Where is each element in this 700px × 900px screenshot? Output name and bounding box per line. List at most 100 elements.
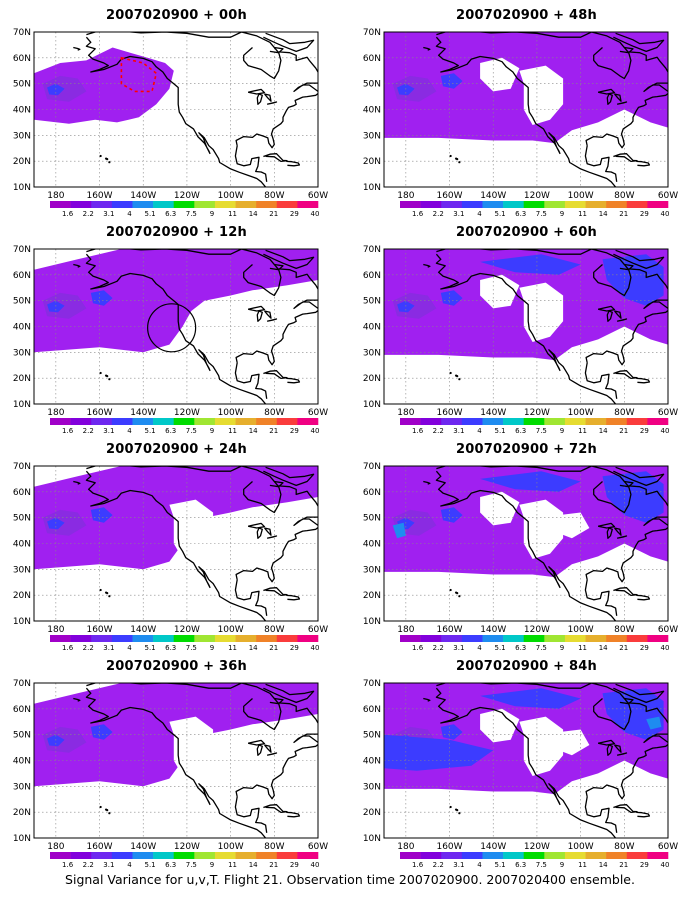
colorbar-label: 21 bbox=[619, 644, 628, 652]
colorbar-label: 4 bbox=[477, 644, 482, 652]
colorbar-label: 3.1 bbox=[103, 427, 114, 435]
colorbar-label: 29 bbox=[640, 644, 649, 652]
colorbar-swatch bbox=[420, 635, 442, 642]
colorbar-label: 3.1 bbox=[453, 210, 464, 218]
colorbar-label: 1.6 bbox=[62, 861, 74, 869]
colorbar-swatch bbox=[194, 852, 216, 859]
colorbar-swatch bbox=[400, 852, 421, 859]
coastlines bbox=[73, 683, 318, 838]
colorbar: 1.6 2.2 3.1 4 5.1 6.3 7.5 9 11 14 21 29 40 bbox=[50, 201, 319, 218]
colorbar-swatch bbox=[482, 852, 504, 859]
colorbar-swatch bbox=[626, 635, 648, 642]
map-panel: 70N 60N 50N 40N 30N 20N 10N 180 160W 140W 120W 100W… bbox=[13, 28, 328, 218]
lon-tick-label: 160W bbox=[436, 191, 462, 201]
lat-tick-label: 60N bbox=[363, 488, 381, 498]
clear-region bbox=[480, 491, 520, 526]
colorbar-label: 5.1 bbox=[495, 861, 506, 869]
clear-region bbox=[558, 729, 590, 756]
colorbar-swatch bbox=[132, 418, 154, 425]
clear-region bbox=[169, 499, 214, 559]
colorbar-swatch bbox=[544, 418, 566, 425]
island bbox=[449, 588, 452, 592]
colorbar-label: 2.2 bbox=[433, 644, 444, 652]
lon-tick-label: 140W bbox=[130, 842, 156, 852]
colorbar-label: 14 bbox=[599, 644, 608, 652]
variance-contour bbox=[440, 724, 463, 740]
colorbar-swatch bbox=[626, 201, 648, 208]
lat-tick-label: 50N bbox=[13, 731, 31, 741]
map-panel: 70N 60N 50N 40N 30N 20N 10N 180 160W 140W 120W 100W… bbox=[13, 245, 328, 435]
colorbar-label: 40 bbox=[311, 644, 320, 652]
lat-tick-label: 60N bbox=[363, 271, 381, 281]
colorbar-label: 1.6 bbox=[62, 210, 74, 218]
map-panel: 70N 60N 50N 40N 30N 20N 10N 180 160W 140W 120W 100W… bbox=[13, 462, 328, 652]
shaded-field bbox=[384, 466, 668, 621]
colorbar-label: 4 bbox=[127, 427, 132, 435]
coastlines bbox=[423, 683, 668, 838]
colorbar-swatch bbox=[173, 201, 195, 208]
colorbar-swatch bbox=[70, 418, 92, 425]
colorbar-swatch bbox=[297, 635, 319, 642]
variance-contour bbox=[90, 724, 113, 740]
colorbar-swatch bbox=[91, 635, 113, 642]
colorbar-label: 6.3 bbox=[515, 210, 526, 218]
lat-tick-label: 20N bbox=[13, 808, 31, 818]
lat-tick-label: 50N bbox=[13, 80, 31, 90]
island bbox=[106, 158, 109, 161]
variance-contour bbox=[90, 290, 113, 306]
lat-tick-label: 20N bbox=[13, 374, 31, 384]
variance-contour bbox=[392, 75, 437, 102]
lon-tick-label: 140W bbox=[130, 191, 156, 201]
variance-contour bbox=[42, 726, 87, 753]
variance-contour bbox=[90, 507, 113, 523]
lat-tick-label: 70N bbox=[363, 28, 381, 38]
colorbar-label: 21 bbox=[619, 861, 628, 869]
lat-tick-label: 20N bbox=[363, 157, 381, 167]
colorbar-swatch bbox=[564, 418, 586, 425]
map-frame bbox=[33, 465, 319, 622]
shaded-field bbox=[34, 32, 318, 187]
colorbar-label: 29 bbox=[640, 861, 649, 869]
lat-tick-label: 50N bbox=[13, 514, 31, 524]
lat-tick-label: 20N bbox=[363, 808, 381, 818]
colorbar-label: 7.5 bbox=[536, 644, 547, 652]
colorbar-label: 4 bbox=[127, 210, 132, 218]
lat-tick-label: 30N bbox=[13, 782, 31, 792]
colorbar-swatch bbox=[544, 852, 566, 859]
variance-contour bbox=[480, 688, 581, 709]
variance-contour bbox=[440, 73, 463, 89]
colorbar-swatch bbox=[194, 635, 216, 642]
colorbar: 1.6 2.2 3.1 4 5.1 6.3 7.5 9 11 14 21 29 40 bbox=[400, 852, 669, 869]
colorbar-label: 29 bbox=[290, 427, 299, 435]
lat-tick-label: 50N bbox=[363, 297, 381, 307]
map-frame bbox=[383, 682, 669, 839]
island bbox=[456, 809, 459, 812]
colorbar-label: 9 bbox=[210, 644, 214, 652]
lat-tick-label: 30N bbox=[13, 348, 31, 358]
colorbar-swatch bbox=[50, 418, 71, 425]
island bbox=[108, 812, 111, 815]
panel-title: 2007020900 + 84h bbox=[456, 659, 597, 674]
lat-tick-label: 60N bbox=[13, 54, 31, 64]
lon-tick-label: 140W bbox=[480, 625, 506, 635]
lat-tick-label: 40N bbox=[363, 323, 381, 333]
colorbar-swatch bbox=[544, 635, 566, 642]
lat-tick-label: 70N bbox=[13, 245, 31, 255]
colorbar-label: 5.1 bbox=[145, 210, 156, 218]
lon-tick-label: 120W bbox=[524, 842, 550, 852]
coastlines bbox=[73, 32, 318, 187]
map-frame bbox=[383, 465, 669, 622]
lon-tick-label: 140W bbox=[130, 408, 156, 418]
colorbar-swatch bbox=[132, 201, 154, 208]
lon-tick-label: 180 bbox=[47, 191, 64, 201]
colorbar-label: 21 bbox=[269, 644, 278, 652]
lat-tick-label: 30N bbox=[363, 565, 381, 575]
panel-title: 2007020900 + 24h bbox=[106, 442, 247, 457]
map-frame bbox=[33, 31, 319, 188]
colorbar-swatch bbox=[503, 201, 524, 208]
lat-tick-label: 60N bbox=[13, 705, 31, 715]
variance-contour bbox=[42, 509, 87, 536]
lat-tick-label: 30N bbox=[13, 565, 31, 575]
colorbar-label: 11 bbox=[578, 644, 587, 652]
colorbar-swatch bbox=[276, 635, 298, 642]
